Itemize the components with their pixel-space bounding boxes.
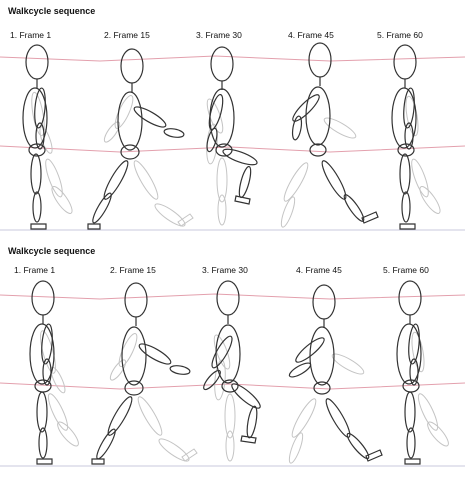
frame-label-2: 2. Frame 15 xyxy=(104,30,150,40)
frame-label-5: 5. Frame 60 xyxy=(383,265,429,275)
frame-label-5: 5. Frame 60 xyxy=(377,30,423,40)
frame-label-3: 3. Frame 30 xyxy=(202,265,248,275)
stick-figure-3 xyxy=(203,280,261,462)
frame-label-1: 1. Frame 1 xyxy=(10,30,52,40)
stick-figure-2 xyxy=(91,282,198,465)
walkcycle-panel-1: Walkcycle sequence 1. Frame 1 2. Frame 1… xyxy=(0,6,465,231)
stick-figure-1 xyxy=(29,280,79,465)
head-guide-line xyxy=(0,55,465,62)
frame-label-4: 4. Frame 45 xyxy=(296,265,342,275)
frame-label-3: 3. Frame 30 xyxy=(196,30,242,40)
panel-title: Walkcycle sequence xyxy=(8,246,96,256)
walkcycle-drawing xyxy=(0,42,465,231)
hip-guide-line xyxy=(0,145,465,153)
panel-title: Walkcycle sequence xyxy=(8,6,96,16)
walkcycle-drawing xyxy=(0,280,465,467)
stick-figure-3 xyxy=(206,46,258,226)
walkcycle-panel-2: Walkcycle sequence 1. Frame 1 2. Frame 1… xyxy=(0,240,465,492)
stick-figure-5 xyxy=(396,280,449,465)
frame-label-2: 2. Frame 15 xyxy=(110,265,156,275)
stick-figure-5 xyxy=(391,44,441,230)
frame-label-1: 1. Frame 1 xyxy=(14,265,56,275)
frame-label-4: 4. Frame 45 xyxy=(288,30,334,40)
hip-guide-line xyxy=(0,382,465,390)
stick-figure-1 xyxy=(22,44,73,230)
stick-figure-2 xyxy=(87,48,194,230)
head-guide-line xyxy=(0,293,465,300)
stick-figure-4 xyxy=(288,284,383,464)
stick-figure-4 xyxy=(280,42,379,228)
